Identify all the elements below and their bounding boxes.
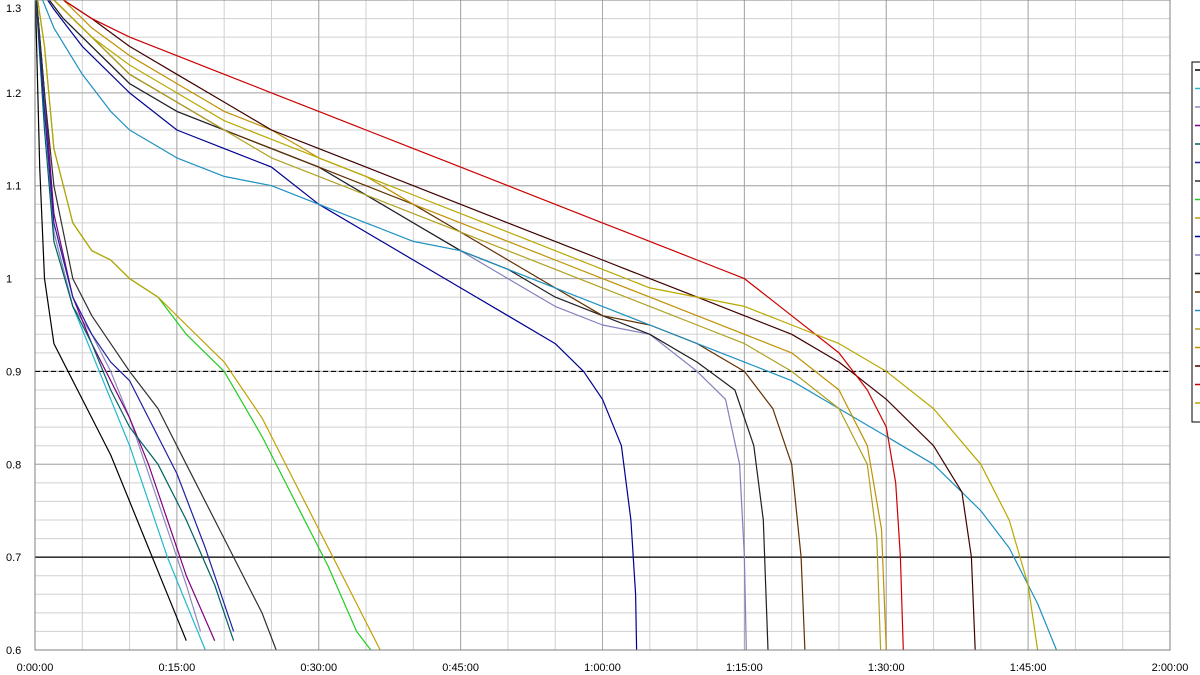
series-line-18 (62, 0, 904, 651)
y-tick-label: 1 (6, 274, 12, 286)
series-line-4 (35, 0, 216, 641)
series-line-19 (53, 0, 1039, 651)
y-tick-label: 1.3 (6, 3, 21, 15)
y-tick-label: 0.6 (6, 645, 21, 657)
series-line-16 (62, 0, 887, 651)
x-axis-ticks: 0:00:00 0:15:00 0:30:00 0:45:00 1:00:00 1:15:… (17, 662, 1189, 674)
y-tick-label: 0.7 (6, 552, 21, 564)
y-tick-label: 0.8 (6, 459, 21, 471)
plot-border (34, 0, 1171, 651)
series-line-17 (62, 0, 976, 651)
x-tick-label: 0:00:00 (17, 662, 54, 674)
x-tick-label: 1:00:00 (584, 662, 621, 674)
series-lines (34, 0, 1058, 651)
x-tick-label: 0:30:00 (300, 662, 337, 674)
y-tick-label: 0.9 (6, 366, 21, 378)
x-tick-label: 0:15:00 (159, 662, 196, 674)
reference-lines (35, 370, 1170, 558)
x-tick-label: 1:45:00 (1010, 662, 1047, 674)
x-tick-label: 0:45:00 (442, 662, 479, 674)
x-tick-label: 1:30:00 (868, 662, 905, 674)
series-line-14 (41, 0, 1058, 651)
series-line-1 (34, 0, 187, 641)
x-tick-label: 2:00:00 (1152, 662, 1189, 674)
y-tick-label: 1.1 (6, 181, 21, 193)
series-line-9 (37, 0, 381, 651)
legend-box (1191, 61, 1200, 423)
series-line-15 (53, 0, 882, 651)
series-line-7 (35, 0, 277, 651)
series-line-5 (35, 0, 235, 641)
legend (1191, 61, 1200, 423)
series-line-10 (46, 0, 638, 651)
x-tick-label: 1:15:00 (726, 662, 763, 674)
y-tick-label: 1.2 (6, 88, 21, 100)
series-line-12 (48, 0, 769, 651)
series-line-6 (35, 0, 235, 632)
y-axis-ticks: 0.6 0.7 0.8 0.9 1 1.1 1.2 1.3 (6, 3, 21, 657)
